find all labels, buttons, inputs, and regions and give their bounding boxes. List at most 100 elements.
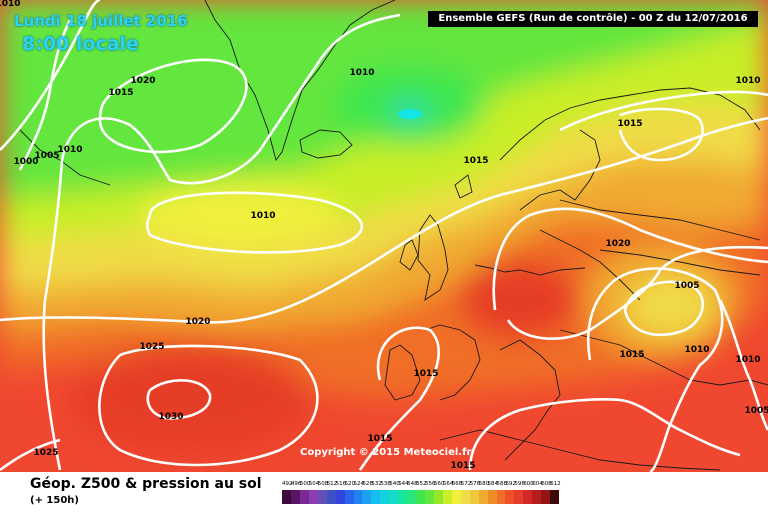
legend-swatch [317,490,327,504]
isobar-label: 1030 [158,412,183,422]
legend-swatch [398,490,408,504]
legend-swatch [335,490,345,504]
isobar-label: 1020 [130,76,155,86]
legend-swatch [389,490,399,504]
isobar-label: 1025 [139,342,164,352]
isobar-label: 1010 [735,76,760,86]
isobar-label: 1025 [33,448,58,458]
isobar-label: 1005 [34,151,59,161]
legend-swatch [290,490,300,504]
legend-swatch [362,490,372,504]
legend-swatch [425,490,434,504]
legend-label: 544 [398,481,409,487]
legend-swatch [299,490,309,504]
isobar-label: 1010 [684,345,709,355]
legend-swatch [550,490,560,504]
legend-label: 512 [326,481,338,487]
isobar-label: 1010 [349,68,374,78]
legend-label: 564 [442,481,454,487]
legend-label: 528 [362,481,373,487]
legend-label: 612 [550,481,561,487]
legend-swatches [282,487,748,504]
legend-label: 504 [308,481,320,487]
footer-bar: Géop. Z500 & pression au sol (+ 150h) 49… [0,472,768,512]
legend-swatch [371,490,381,504]
legend-label: 492 [282,481,293,487]
legend-label: 560 [433,481,445,487]
legend-label: 588 [496,481,508,487]
isobar-label: 1005 [744,406,768,416]
legend-label: 524 [353,481,365,487]
legend-swatch [344,490,354,504]
isobar-labels: 1010101010101020101510051010100010151015… [0,0,768,471]
legend-swatch [326,490,336,504]
legend-swatch [433,490,443,504]
model-run-label: Ensemble GEFS (Run de contrôle) - 00 Z d… [428,11,758,27]
legend-label: 584 [487,481,499,487]
geopotential-field [0,0,768,472]
isobar-label: 1010 [735,355,760,365]
legend-label: 600 [523,481,534,487]
isobar-label: 1015 [463,156,488,166]
legend-label: 508 [317,481,329,487]
legend-label: 608 [541,481,552,487]
copyright-text: Copyright © 2015 Meteociel.fr [300,447,471,458]
isobar-label: 1010 [0,0,21,9]
legend-swatch [478,490,488,504]
legend-swatch [380,490,390,504]
legend-label: 540 [389,481,400,487]
legend-swatch [469,490,479,504]
legend-swatch [505,490,515,504]
forecast-time: 8:00 locale [22,33,139,55]
legend-swatch [353,490,363,504]
legend-label: 496 [290,481,302,487]
forecast-date: Lundi 18 juillet 2016 [14,12,188,30]
geopotential-map: 1010101010101020101510051010100010151015… [0,0,768,472]
isobar-label: 1015 [413,369,438,379]
forecast-lead: (+ 150h) [30,495,79,506]
legend-swatch [442,490,452,504]
legend-label: 520 [344,481,356,487]
isobar-label: 1010 [57,145,82,155]
isobar-label: 1000 [13,157,38,167]
legend-label: 576 [469,481,481,487]
legend-label: 568 [451,481,463,487]
legend-label: 516 [335,481,347,487]
legend-labels: 492 496 500 504 508 512 516 520 524 528 532 536 540 5… [282,481,748,487]
isobar-label: 1010 [250,211,275,221]
legend-label: 532 [371,481,382,487]
isobars [0,0,768,472]
legend-swatch [282,490,291,504]
isobar-label: 1015 [108,88,133,98]
isobar-label: 1015 [619,350,644,360]
legend-swatch [541,490,551,504]
legend-label: 552 [416,481,427,487]
legend-swatch [514,490,524,504]
legend-swatch [451,490,461,504]
legend-label: 580 [478,481,490,487]
legend-swatch [523,490,533,504]
legend-swatch [416,490,425,504]
isobar-label: 1020 [185,317,210,327]
legend-label: 592 [505,481,516,487]
map-title: Géop. Z500 & pression au sol [30,476,262,492]
legend-label: 556 [425,481,436,487]
legend-swatch [460,490,470,504]
isobar-label: 1005 [674,281,699,291]
isobar-label: 1015 [367,434,392,444]
color-legend: 492 496 500 504 508 512 516 520 524 528 532 536 540 5… [282,481,748,504]
legend-label: 596 [514,481,525,487]
legend-label: 572 [460,481,472,487]
legend-label: 536 [380,481,391,487]
legend-swatch [407,490,417,504]
isobar-label: 1015 [450,461,475,471]
isobar-label: 1020 [605,239,630,249]
legend-swatch [496,490,506,504]
legend-swatch [487,490,497,504]
legend-label: 500 [299,481,311,487]
legend-swatch [308,490,318,504]
legend-swatch [532,490,542,504]
isobar-label: 1015 [617,119,642,129]
legend-label: 604 [532,481,543,487]
legend-label: 548 [407,481,418,487]
